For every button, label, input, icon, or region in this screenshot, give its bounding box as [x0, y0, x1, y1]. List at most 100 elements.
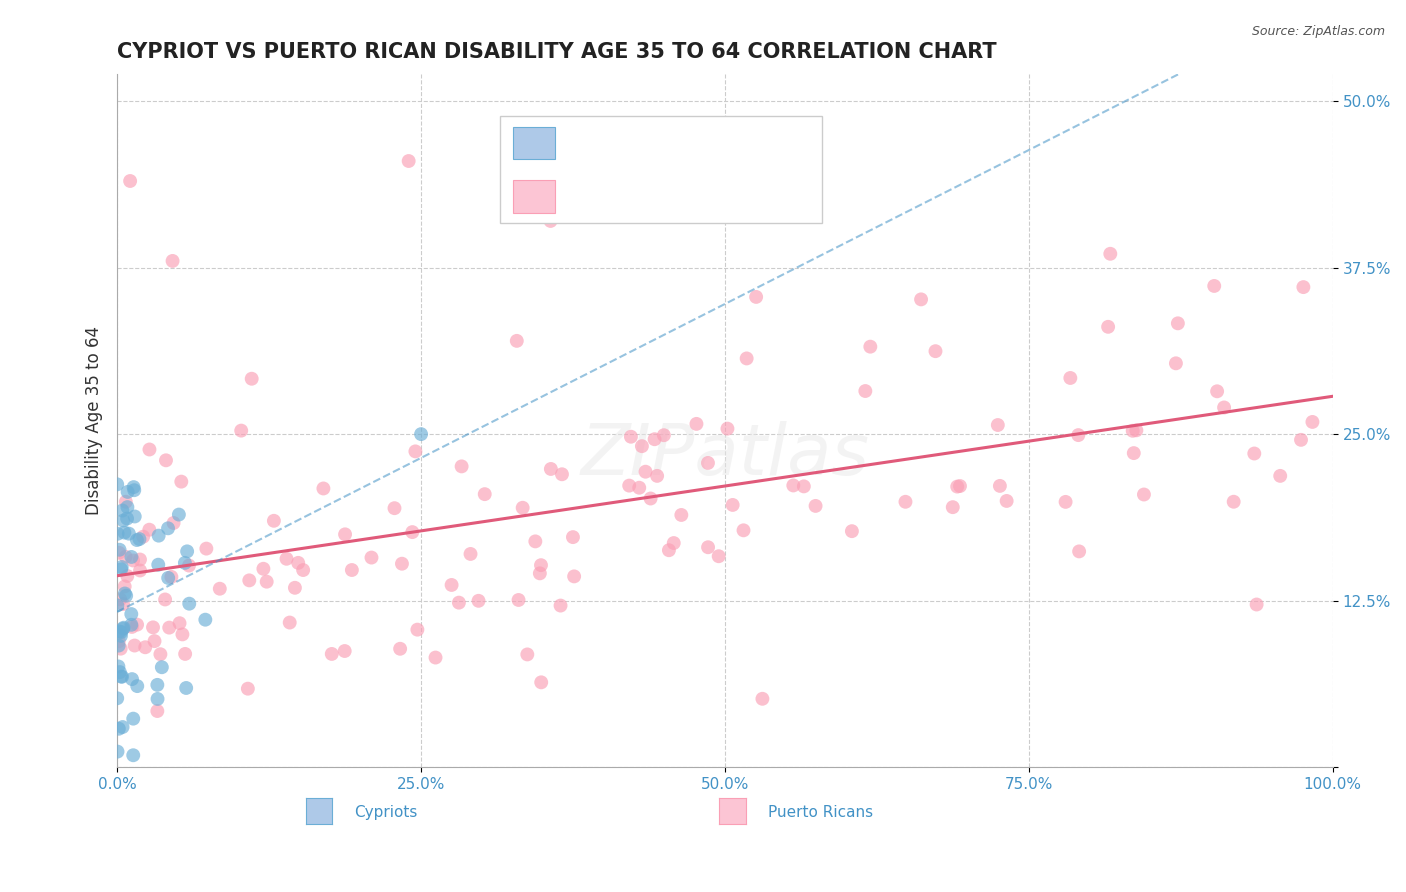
Point [121, 672, 143, 686]
Point [631, 439, 654, 453]
Point [1246, 598, 1268, 612]
Point [645, 468, 668, 483]
Point [160, 570, 183, 584]
Point [1125, 423, 1147, 437]
Point [240, 372, 263, 386]
Point [110, 670, 132, 684]
Point [312, 482, 335, 496]
Point [108, 722, 131, 736]
Point [107, 745, 129, 759]
Point [124, 639, 146, 653]
Point [924, 344, 946, 359]
Point [114, 579, 136, 593]
Point [120, 607, 142, 621]
Point [120, 174, 142, 188]
Point [1167, 316, 1189, 330]
Point [640, 491, 662, 506]
Point [122, 748, 145, 763]
Point [409, 427, 432, 442]
Point [707, 549, 730, 564]
Point [263, 514, 285, 528]
Point [321, 647, 343, 661]
Point [111, 720, 134, 734]
Point [132, 530, 155, 544]
Point [112, 621, 135, 635]
Point [118, 526, 141, 541]
Point [115, 511, 138, 525]
Point [155, 453, 177, 467]
Point [1067, 428, 1090, 442]
Text: ZIPatlas: ZIPatlas [581, 421, 869, 490]
Point [1292, 280, 1315, 294]
Point [671, 508, 693, 522]
Point [134, 640, 156, 655]
Point [853, 384, 876, 398]
Point [1054, 495, 1077, 509]
Text: Puerto Ricans: Puerto Ricans [768, 805, 873, 820]
Point [115, 589, 138, 603]
Point [112, 514, 135, 528]
Point [620, 430, 643, 444]
Point [404, 444, 426, 458]
Point [697, 541, 720, 555]
Point [125, 617, 148, 632]
Point [530, 675, 553, 690]
Point [644, 432, 666, 446]
Point [157, 521, 180, 535]
Point [256, 574, 278, 589]
Point [162, 516, 184, 530]
Point [467, 594, 489, 608]
Point [148, 528, 170, 542]
Point [634, 465, 657, 479]
Point [550, 599, 572, 613]
Point [988, 479, 1011, 493]
Point [733, 524, 755, 538]
Point [1122, 446, 1144, 460]
Point [859, 340, 882, 354]
Point [1243, 446, 1265, 460]
Point [114, 549, 136, 564]
Point [360, 550, 382, 565]
Point [112, 622, 135, 636]
Point [146, 692, 169, 706]
Point [721, 498, 744, 512]
Point [716, 422, 738, 436]
Point [173, 556, 195, 570]
Point [391, 557, 413, 571]
Point [512, 500, 534, 515]
Point [946, 479, 969, 493]
Point [652, 428, 675, 442]
Point [238, 574, 260, 588]
Point [174, 681, 197, 695]
Point [384, 501, 406, 516]
Text: CYPRIOT VS PUERTO RICAN DISABILITY AGE 35 TO 64 CORRELATION CHART: CYPRIOT VS PUERTO RICAN DISABILITY AGE 3… [117, 42, 997, 62]
Point [658, 543, 681, 558]
Point [685, 417, 707, 431]
Point [142, 620, 165, 634]
Point [562, 530, 585, 544]
Point [460, 547, 482, 561]
Point [105, 477, 128, 491]
Point [108, 592, 131, 607]
Point [108, 624, 131, 639]
Point [516, 648, 538, 662]
Point [841, 524, 863, 538]
Point [108, 546, 131, 560]
Point [1099, 247, 1122, 261]
Point [540, 214, 562, 228]
Point [208, 582, 231, 596]
Point [1097, 319, 1119, 334]
Point [195, 541, 218, 556]
Point [450, 459, 472, 474]
Point [894, 495, 917, 509]
Point [174, 647, 197, 661]
Point [108, 542, 131, 557]
Point [111, 503, 134, 517]
Point [107, 639, 129, 653]
Point [287, 556, 309, 570]
Point [697, 456, 720, 470]
Point [112, 597, 135, 611]
Point [662, 536, 685, 550]
Point [127, 679, 149, 693]
Point [125, 533, 148, 547]
